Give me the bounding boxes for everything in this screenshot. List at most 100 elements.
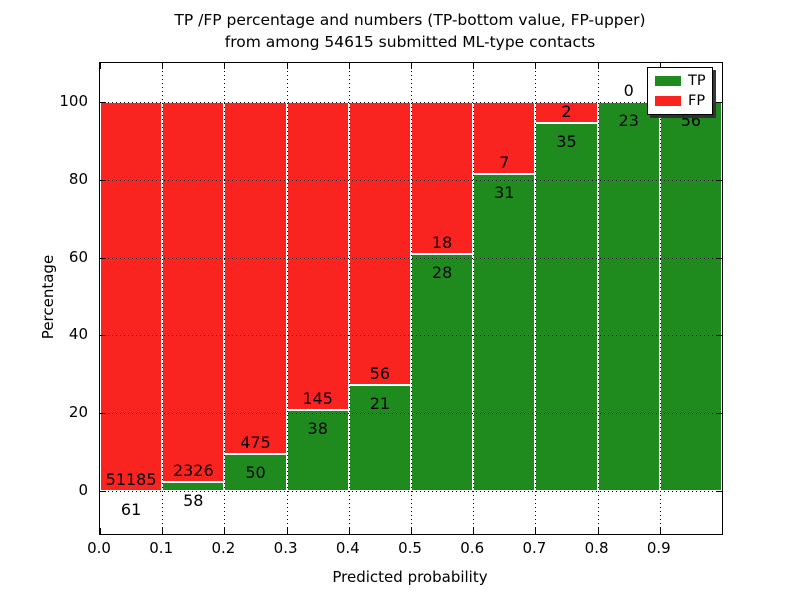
v-gridline <box>535 63 537 534</box>
bar-tp-segment <box>597 101 660 492</box>
x-tick-label: 0.6 <box>460 539 485 557</box>
x-tick-label: 0.7 <box>522 539 547 557</box>
chart-title-line1: TP /FP percentage and numbers (TP-bottom… <box>174 11 646 29</box>
tp-count-label: 28 <box>431 263 453 283</box>
bar-fp-segment <box>286 101 349 411</box>
fp-count-label: 475 <box>240 433 271 453</box>
x-tick-mark <box>659 63 661 69</box>
fp-count-label: 145 <box>302 389 333 409</box>
y-tick-mark <box>100 491 106 493</box>
x-tick-mark <box>473 528 475 534</box>
bar-tp-segment <box>286 410 349 492</box>
v-gridline <box>597 63 599 534</box>
fp-count-label: 18 <box>431 233 453 253</box>
x-tick-mark <box>659 528 661 534</box>
y-tick-mark <box>100 179 106 181</box>
x-axis-label: Predicted probability <box>332 568 488 586</box>
bar-tp-segment <box>659 101 722 492</box>
x-tick-label: 0.5 <box>398 539 422 557</box>
x-tick-label: 0.9 <box>646 539 671 557</box>
x-tick-mark <box>348 63 350 69</box>
y-tick-mark <box>716 335 722 337</box>
y-tick-label: 40 <box>68 325 88 344</box>
tp-count-label: 38 <box>307 419 328 439</box>
y-tick-mark <box>100 335 106 337</box>
y-tick-mark <box>716 179 722 181</box>
tp-count-label: 35 <box>556 131 577 151</box>
tp-count-label: 56 <box>680 110 702 130</box>
legend: TP FP <box>647 67 713 115</box>
v-gridline <box>659 63 661 534</box>
bar-tp-segment <box>348 385 411 492</box>
fp-count-label: 2 <box>561 101 572 121</box>
tp-count-label: 23 <box>618 110 639 130</box>
y-tick-mark <box>716 413 722 415</box>
bar-fp-segment <box>411 101 474 255</box>
v-gridline <box>348 63 350 534</box>
x-tick-mark <box>286 63 288 69</box>
x-tick-mark <box>286 528 288 534</box>
bar-tp-segment <box>224 454 287 492</box>
legend-label-fp: FP <box>688 92 706 109</box>
x-tick-mark <box>535 528 537 534</box>
tp-count-label: 61 <box>120 499 142 519</box>
x-tick-mark <box>411 63 412 69</box>
tp-count-label: 58 <box>183 490 204 510</box>
bar-fp-segment <box>162 101 225 482</box>
chart-title: TP /FP percentage and numbers (TP-bottom… <box>99 9 721 53</box>
tp-swatch-icon <box>655 76 681 87</box>
x-tick-mark <box>411 528 412 534</box>
y-tick-mark <box>100 101 106 103</box>
x-tick-mark <box>597 63 599 69</box>
y-tick-mark <box>100 257 106 259</box>
y-tick-label: 100 <box>59 91 88 110</box>
y-tick-mark <box>716 101 722 103</box>
x-tick-mark <box>535 63 537 69</box>
v-gridline <box>224 63 226 534</box>
x-tick-mark <box>162 63 164 69</box>
x-tick-label: 0.1 <box>149 539 174 557</box>
x-tick-mark <box>597 528 599 534</box>
fp-count-label: 56 <box>369 364 391 384</box>
x-tick-mark <box>348 528 350 534</box>
v-gridline <box>286 63 288 534</box>
x-tick-label: 0.2 <box>211 539 236 557</box>
x-tick-mark <box>473 63 475 69</box>
y-tick-mark <box>716 491 722 493</box>
legend-label-tp: TP <box>688 73 706 89</box>
fp-count-label: 0 <box>623 80 634 100</box>
plot-area: 51185 61 2326 58 475 50 145 38 56 21 18 28 7 31 2 35 0 23… <box>99 62 723 535</box>
bar-tp-segment <box>535 122 598 492</box>
bar-fp-segment <box>224 101 287 455</box>
legend-item-fp: FP <box>655 92 706 109</box>
y-tick-label: 80 <box>68 169 88 188</box>
x-tick-label: 0.3 <box>273 539 298 557</box>
bar-fp-segment <box>348 101 411 386</box>
x-tick-mark <box>162 528 164 534</box>
y-tick-mark <box>100 413 106 415</box>
x-tick-mark <box>100 528 101 534</box>
chart-title-line2: from among 54615 submitted ML-type conta… <box>224 33 596 51</box>
v-gridline <box>162 63 164 534</box>
x-tick-mark <box>100 63 101 69</box>
bar-fp-segment <box>473 101 536 174</box>
legend-item-tp: TP <box>655 73 706 89</box>
x-tick-label: 0.8 <box>584 539 609 557</box>
y-tick-label: 20 <box>68 403 88 422</box>
y-tick-label: 60 <box>68 247 88 266</box>
y-tick-mark <box>716 257 722 259</box>
x-tick-mark <box>224 63 226 69</box>
tp-count-label: 31 <box>494 182 515 202</box>
bar-fp-segment <box>100 101 163 491</box>
y-tick-label: 0 <box>78 481 88 500</box>
x-tick-mark <box>224 528 226 534</box>
bar-tp-segment <box>473 173 536 492</box>
fp-count-label: 7 <box>499 152 510 172</box>
tp-count-label: 21 <box>369 394 391 414</box>
x-tick-label: 0.0 <box>87 539 111 557</box>
fp-count-label: 2326 <box>172 460 214 480</box>
fp-count-label: 51185 <box>105 469 157 489</box>
v-gridline <box>473 63 475 534</box>
v-gridline <box>411 63 412 534</box>
x-tick-label: 0.4 <box>335 539 360 557</box>
